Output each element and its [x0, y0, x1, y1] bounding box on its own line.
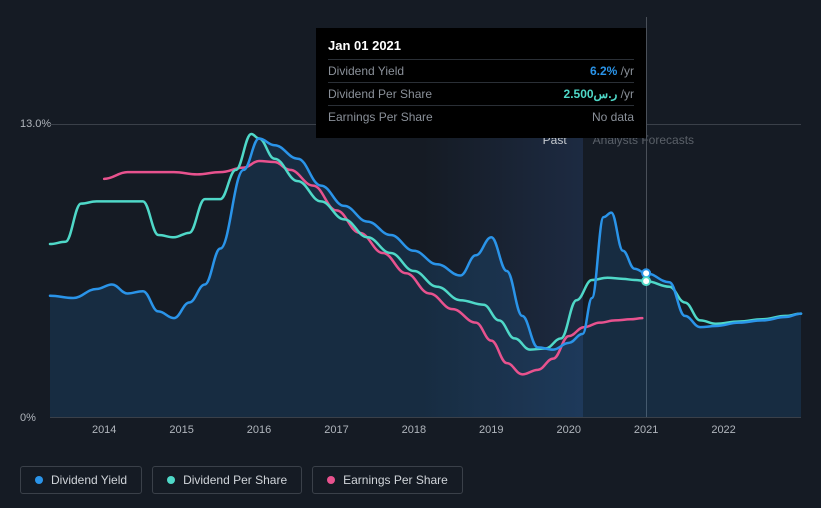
tooltip-row-label: Dividend Yield: [328, 64, 404, 78]
tooltip-row-value: 6.2% /yr: [590, 64, 634, 78]
x-tick: 2018: [402, 424, 426, 436]
x-tick: 2015: [169, 424, 193, 436]
tooltip-row-value: No data: [592, 110, 634, 124]
chart-lines: [50, 125, 801, 417]
legend-dot: [167, 476, 175, 484]
x-tick: 2022: [711, 424, 735, 436]
legend-dot: [327, 476, 335, 484]
tooltip-date: Jan 01 2021: [328, 38, 634, 59]
tooltip-row: Dividend Yield 6.2% /yr: [328, 59, 634, 82]
x-tick: 2021: [634, 424, 658, 436]
plot-region[interactable]: Past Analysts Forecasts: [50, 124, 801, 418]
legend-label: Dividend Yield: [51, 473, 127, 487]
legend-dot: [35, 476, 43, 484]
tooltip: Jan 01 2021 Dividend Yield6.2% /yrDivide…: [316, 28, 646, 138]
legend-label: Dividend Per Share: [183, 473, 287, 487]
legend-item[interactable]: Dividend Yield: [20, 466, 142, 494]
x-tick: 2017: [324, 424, 348, 436]
legend: Dividend Yield Dividend Per Share Earnings…: [20, 466, 463, 494]
tooltip-row-label: Earnings Per Share: [328, 110, 433, 124]
legend-label: Earnings Per Share: [343, 473, 448, 487]
x-tick: 2016: [247, 424, 271, 436]
tooltip-row: Earnings Per Share No data: [328, 105, 634, 128]
x-tick: 2014: [92, 424, 116, 436]
y-tick-max: 13.0%: [20, 118, 51, 130]
chart: 13.0% 0% Past Analysts Forecasts 2014 201…: [20, 108, 801, 448]
tooltip-row-label: Dividend Per Share: [328, 87, 432, 101]
tooltip-row: Dividend Per Share 2.500ر.س /yr: [328, 82, 634, 105]
x-tick: 2020: [556, 424, 580, 436]
x-tick: 2019: [479, 424, 503, 436]
legend-item[interactable]: Earnings Per Share: [312, 466, 463, 494]
tooltip-row-value: 2.500ر.س /yr: [564, 87, 634, 101]
legend-item[interactable]: Dividend Per Share: [152, 466, 302, 494]
y-tick-min: 0%: [20, 412, 36, 424]
